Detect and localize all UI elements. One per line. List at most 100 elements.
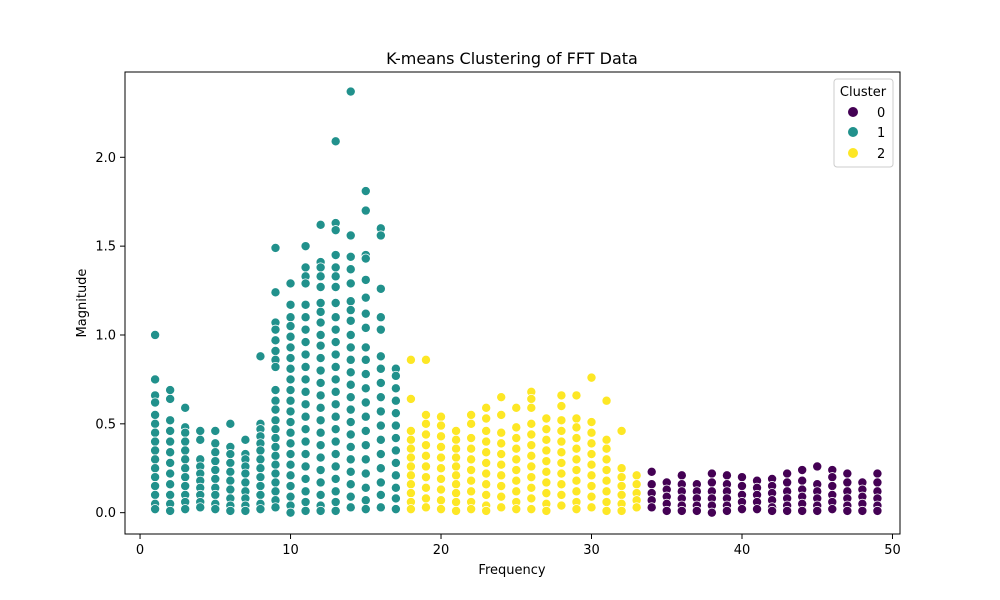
data-point	[466, 504, 477, 515]
series-cluster-2	[405, 354, 642, 516]
data-point	[360, 495, 371, 506]
data-point	[390, 383, 401, 394]
data-point	[345, 454, 356, 465]
data-point	[616, 472, 627, 483]
data-point	[420, 440, 431, 451]
data-point	[360, 274, 371, 285]
data-point	[405, 470, 416, 481]
data-point	[526, 450, 537, 461]
data-point	[481, 468, 492, 479]
data-point	[375, 406, 386, 417]
data-point	[661, 505, 672, 516]
data-point	[827, 504, 838, 515]
data-point	[420, 450, 431, 461]
data-point	[511, 486, 522, 497]
series-cluster-1	[150, 86, 401, 518]
data-point	[150, 472, 161, 483]
data-point	[601, 486, 612, 497]
data-point	[420, 502, 431, 513]
data-point	[150, 445, 161, 456]
data-point	[165, 385, 176, 396]
data-point	[797, 505, 808, 516]
data-point	[481, 436, 492, 447]
data-point	[285, 438, 296, 449]
data-point	[375, 312, 386, 323]
data-point	[481, 505, 492, 516]
data-point	[721, 470, 732, 481]
data-point	[405, 425, 416, 436]
data-point	[195, 502, 206, 513]
data-point	[405, 443, 416, 454]
data-point	[300, 399, 311, 410]
data-point	[360, 383, 371, 394]
data-point	[300, 278, 311, 289]
data-point	[526, 493, 537, 504]
data-point	[270, 345, 281, 356]
data-point	[345, 441, 356, 452]
data-point	[255, 489, 266, 500]
data-point	[330, 473, 341, 484]
data-point	[225, 449, 236, 460]
data-point	[165, 425, 176, 436]
data-point	[526, 482, 537, 493]
data-point	[225, 418, 236, 429]
data-point	[270, 324, 281, 335]
data-point	[285, 312, 296, 323]
data-point	[511, 465, 522, 476]
data-point	[255, 463, 266, 474]
data-point	[270, 361, 281, 372]
data-point	[240, 505, 251, 516]
data-point	[511, 475, 522, 486]
data-point	[586, 491, 597, 502]
data-point	[285, 449, 296, 460]
data-point	[345, 278, 356, 289]
data-point	[330, 436, 341, 447]
data-point	[390, 370, 401, 381]
data-point	[150, 418, 161, 429]
x-axis-label: Frequency	[478, 563, 545, 578]
data-point	[420, 472, 431, 483]
data-point	[496, 470, 507, 481]
data-point	[375, 477, 386, 488]
data-point	[571, 454, 582, 465]
data-point	[315, 365, 326, 376]
data-point	[571, 443, 582, 454]
data-point	[390, 493, 401, 504]
data-point	[420, 482, 431, 493]
data-point	[405, 434, 416, 445]
data-point	[706, 477, 717, 488]
y-tick-label: 0.0	[95, 506, 116, 521]
data-point	[345, 315, 356, 326]
data-point	[330, 449, 341, 460]
data-point	[165, 415, 176, 426]
data-point	[436, 411, 447, 422]
data-point	[345, 379, 356, 390]
data-point	[405, 488, 416, 499]
data-point	[330, 225, 341, 236]
data-point	[466, 409, 477, 420]
data-point	[496, 409, 507, 420]
data-point	[225, 466, 236, 477]
points-layer	[150, 86, 883, 518]
data-point	[571, 504, 582, 515]
data-point	[436, 504, 447, 515]
data-point	[706, 507, 717, 518]
y-tick-label: 1.0	[95, 328, 116, 343]
data-point	[285, 278, 296, 289]
data-point	[511, 402, 522, 413]
data-point	[436, 463, 447, 474]
x-tick-label: 30	[583, 543, 600, 558]
data-point	[285, 363, 296, 374]
data-point	[315, 505, 326, 516]
data-point	[180, 504, 191, 515]
data-point	[330, 497, 341, 508]
data-point	[601, 454, 612, 465]
data-point	[285, 459, 296, 470]
data-point	[390, 433, 401, 444]
data-point	[210, 465, 221, 476]
data-point	[405, 461, 416, 472]
data-point	[285, 353, 296, 364]
data-point	[165, 457, 176, 468]
data-point	[315, 262, 326, 273]
data-point	[360, 186, 371, 197]
